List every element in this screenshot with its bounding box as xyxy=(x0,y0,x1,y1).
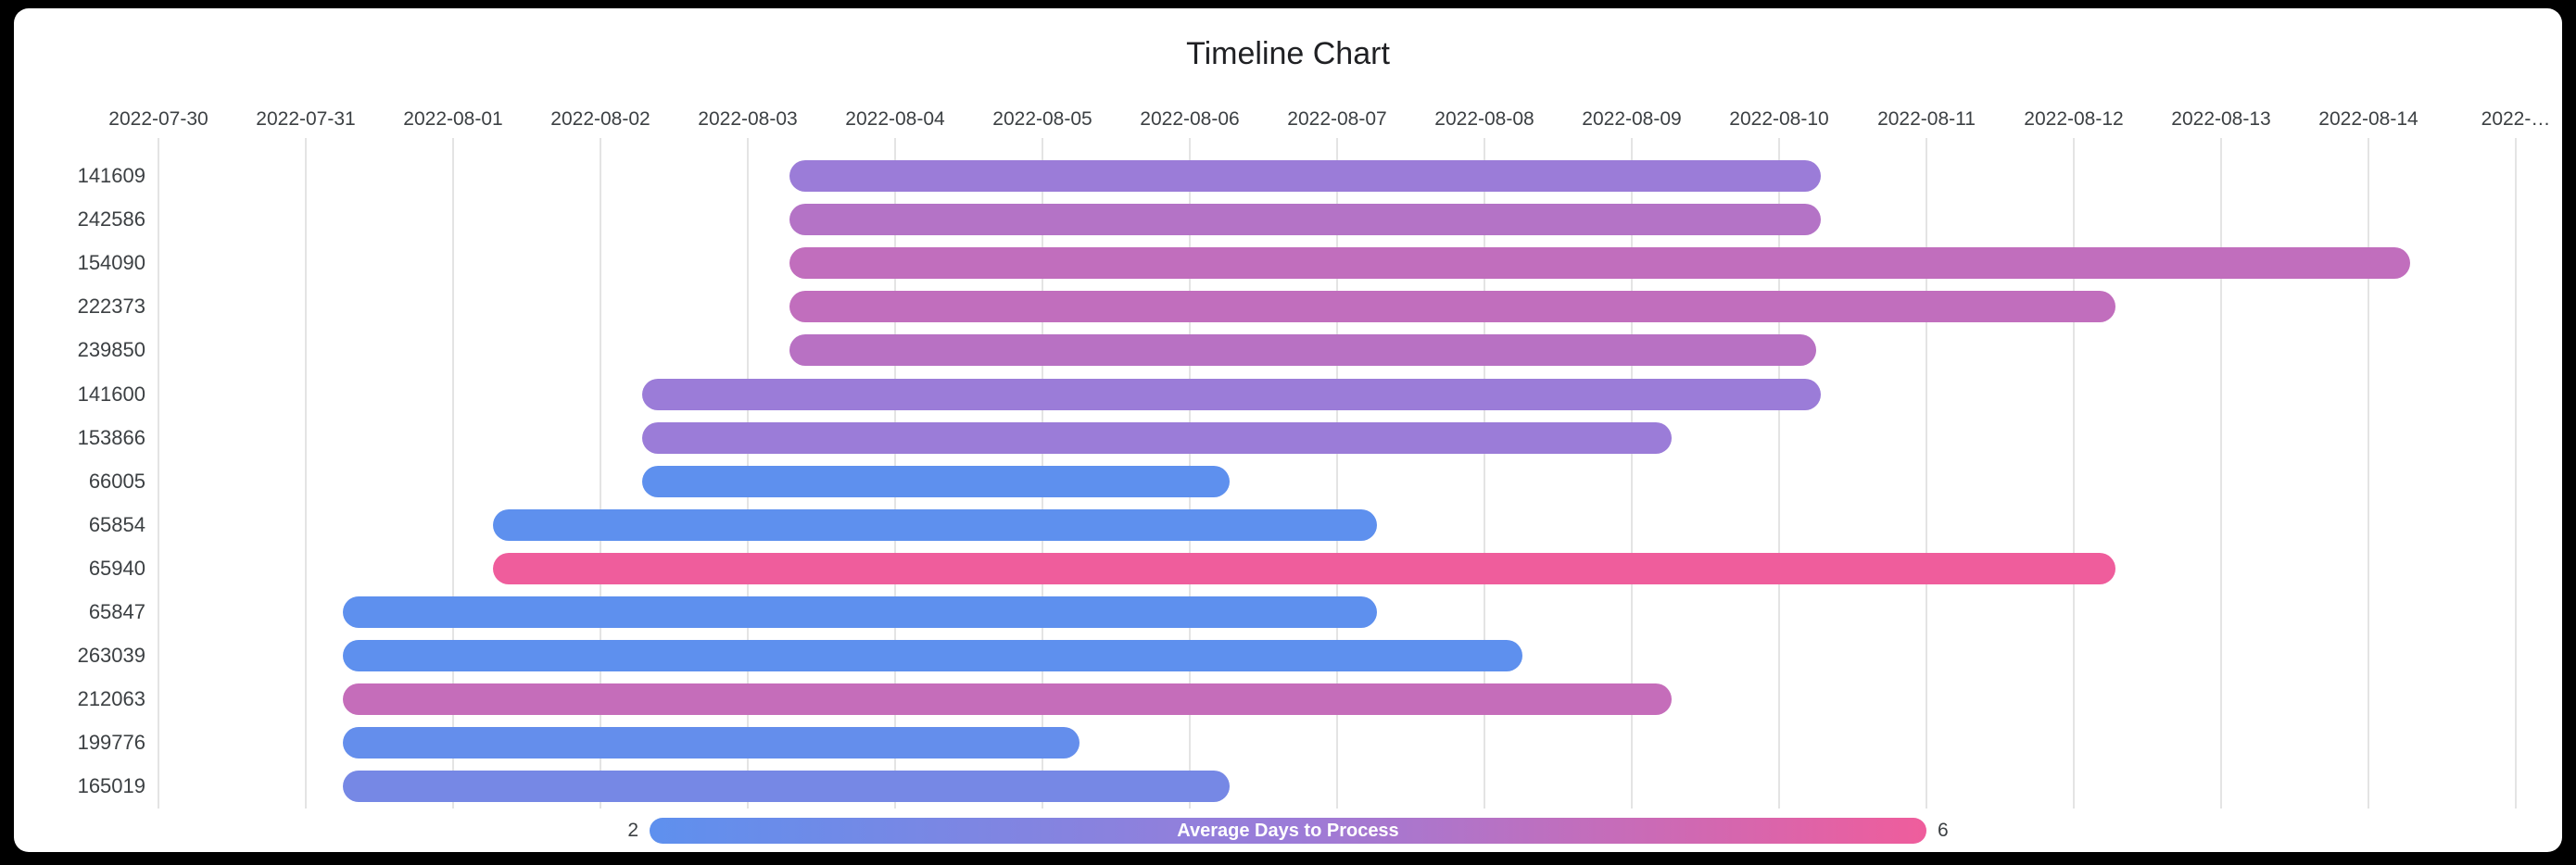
timeline-bar-141600[interactable] xyxy=(641,378,1821,410)
gridline xyxy=(1631,138,1633,809)
gridline xyxy=(2220,138,2222,809)
x-axis-tick-label: 2022-08-10 xyxy=(1729,108,1829,130)
y-axis-row-label: 153866 xyxy=(77,425,145,449)
y-axis-row-label: 239850 xyxy=(77,338,145,362)
timeline-chart-card: Timeline Chart 2022-07-30 2022-07-31 2022-… xyxy=(14,8,2562,852)
legend-gradient-bar: Average Days to Process xyxy=(650,818,1926,844)
timeline-bar-165019[interactable] xyxy=(342,771,1230,803)
x-axis-tick-label: 2022-08-13 xyxy=(2171,108,2271,130)
timeline-bar-65940[interactable] xyxy=(492,552,2115,584)
x-axis-tick-label: 2022-08-04 xyxy=(845,108,945,130)
x-axis-tick-label: 2022-08-03 xyxy=(698,108,798,130)
x-axis: 2022-07-30 2022-07-31 2022-08-01 2022-08-02… xyxy=(14,108,2562,132)
x-axis-tick-label: 2022-08-09 xyxy=(1582,108,1682,130)
timeline-bar-153866[interactable] xyxy=(641,421,1672,454)
x-axis-tick-label: 2022-08-12 xyxy=(2024,108,2124,130)
gridline xyxy=(305,138,307,809)
y-axis-row-label: 165019 xyxy=(77,774,145,798)
timeline-bar-222373[interactable] xyxy=(789,291,2115,323)
x-axis-tick-label: 2022-08-05 xyxy=(992,108,1092,130)
timeline-bar-141609[interactable] xyxy=(789,160,1821,193)
y-axis-row-label: 222373 xyxy=(77,295,145,319)
y-axis-row-label: 65847 xyxy=(88,600,145,624)
timeline-bar-199776[interactable] xyxy=(342,727,1080,759)
timeline-bar-212063[interactable] xyxy=(342,683,1672,716)
gridline xyxy=(158,138,159,809)
y-axis-row-label: 141609 xyxy=(77,164,145,188)
timeline-bar-263039[interactable] xyxy=(342,640,1523,672)
x-axis-tick-label: 2022-08-01 xyxy=(403,108,503,130)
gridline xyxy=(452,138,454,809)
x-axis-tick-label: 2022-08-11 xyxy=(1877,108,1976,130)
timeline-bar-65847[interactable] xyxy=(342,596,1377,629)
gridline xyxy=(1926,138,1927,809)
gridline xyxy=(1336,138,1338,809)
y-axis-row-label: 66005 xyxy=(88,469,145,493)
y-axis-row-label: 154090 xyxy=(77,251,145,275)
bars-layer xyxy=(14,8,2562,852)
gridline xyxy=(2515,138,2517,809)
y-axis-row-label: 242586 xyxy=(77,207,145,232)
x-axis-tick-label: 2022-08-06 xyxy=(1140,108,1240,130)
gridline xyxy=(1778,138,1780,809)
x-axis-tick-label: 2022-07-30 xyxy=(108,108,208,130)
timeline-bar-242586[interactable] xyxy=(789,204,1821,236)
x-axis-tick-label: 2022-08-08 xyxy=(1434,108,1534,130)
y-axis-row-label: 212063 xyxy=(77,687,145,711)
legend-max-label: 6 xyxy=(1938,820,1949,841)
gridline xyxy=(1484,138,1485,809)
y-axis-row-label: 65940 xyxy=(88,556,145,580)
chart-title: Timeline Chart xyxy=(1186,36,1390,71)
y-axis-row-label: 141600 xyxy=(77,382,145,406)
timeline-bar-66005[interactable] xyxy=(641,465,1230,497)
timeline-bar-65854[interactable] xyxy=(492,508,1377,541)
legend: 2 Average Days to Process 6 xyxy=(14,818,2562,844)
gridline xyxy=(2073,138,2075,809)
gridline xyxy=(600,138,601,809)
y-axis-row-label: 263039 xyxy=(77,644,145,668)
y-axis-row-label: 65854 xyxy=(88,512,145,536)
legend-title: Average Days to Process xyxy=(1177,821,1399,841)
timeline-bar-239850[interactable] xyxy=(789,334,1816,367)
gridline xyxy=(2368,138,2369,809)
x-axis-tick-label: 2022-07-31 xyxy=(256,108,356,130)
x-axis-tick-label: 2022-… xyxy=(2481,108,2551,130)
x-axis-tick-label: 2022-08-02 xyxy=(550,108,650,130)
timeline-bar-154090[interactable] xyxy=(789,247,2410,280)
y-axis-row-label: 199776 xyxy=(77,731,145,755)
legend-min-label: 2 xyxy=(627,820,638,841)
x-axis-tick-label: 2022-08-14 xyxy=(2318,108,2418,130)
x-axis-tick-label: 2022-08-07 xyxy=(1287,108,1387,130)
